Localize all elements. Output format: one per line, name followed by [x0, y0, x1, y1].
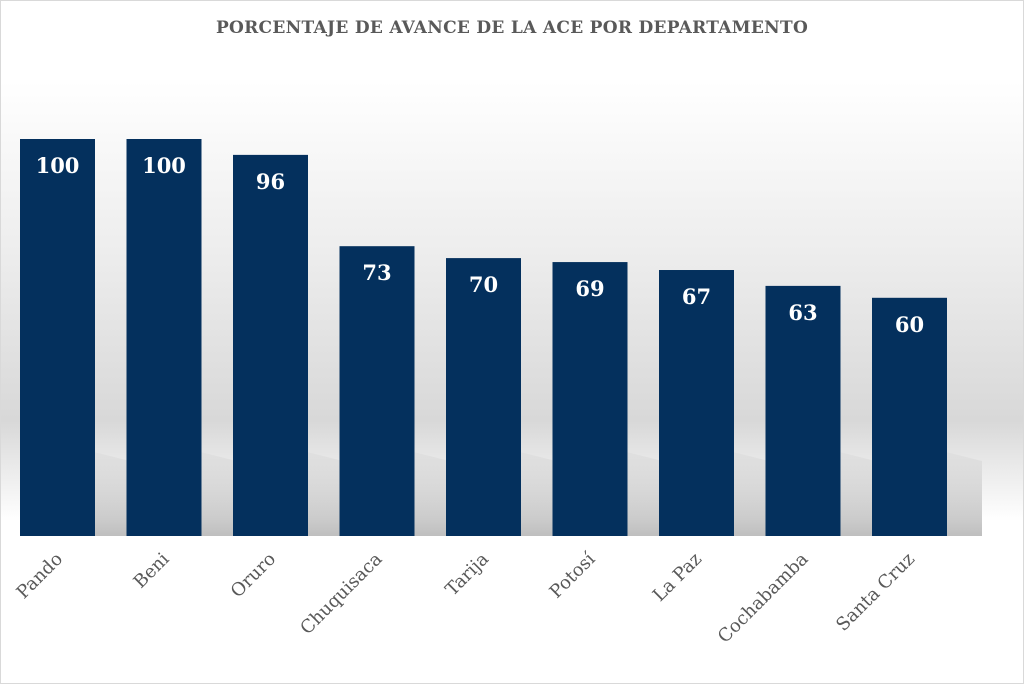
bar-oruro	[233, 154, 308, 536]
category-label: Potosí	[546, 549, 600, 603]
bar-la-paz	[659, 270, 734, 536]
bar-cochabamba	[765, 285, 841, 536]
category-label: La Paz	[649, 549, 706, 606]
value-label: 70	[469, 272, 498, 297]
value-label: 100	[142, 153, 186, 178]
value-label: 60	[895, 312, 924, 337]
bar-chuquisaca	[339, 246, 415, 536]
value-label: 69	[575, 276, 604, 301]
value-label: 96	[256, 169, 285, 194]
bar-tarija	[446, 258, 521, 536]
category-label: Chuquisaca	[296, 549, 386, 639]
value-label: 67	[682, 284, 711, 309]
bar-santa-cruz	[872, 297, 947, 536]
bar-beni	[126, 139, 202, 536]
value-label: 73	[362, 260, 391, 285]
category-label: Cochabamba	[714, 548, 813, 647]
value-label: 63	[788, 300, 817, 325]
bar-pando	[20, 139, 95, 536]
category-label: Pando	[13, 549, 67, 603]
category-label: Santa Cruz	[832, 549, 919, 636]
value-label: 100	[36, 153, 80, 178]
category-label: Beni	[130, 549, 174, 593]
chart-title: PORCENTAJE DE AVANCE DE LA ACE POR DEPAR…	[215, 18, 809, 38]
bar-potosí	[552, 262, 628, 536]
category-label: Oruro	[227, 549, 280, 602]
category-label: Tarija	[441, 548, 493, 600]
